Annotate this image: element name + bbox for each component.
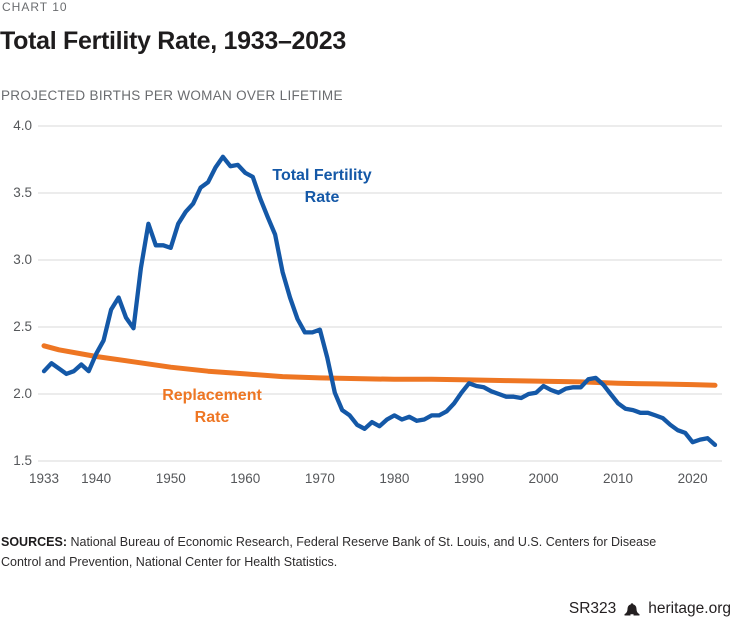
site-name: heritage.org: [648, 600, 731, 617]
x-axis-tick-label: 2020: [677, 471, 708, 486]
x-axis-tick-label: 1960: [230, 471, 261, 486]
chart-kicker: CHART 10: [2, 0, 68, 14]
y-axis-tick-label: 3.0: [13, 252, 32, 267]
y-axis-tick-label: 2.5: [13, 319, 32, 334]
y-axis-tick-label: 3.5: [13, 185, 32, 200]
replacement-rate-line: [41, 343, 718, 388]
x-axis-tick-label: 1990: [453, 471, 484, 486]
y-axis-tick-label: 4.0: [13, 118, 32, 133]
chart-title: Total Fertility Rate, 1933–2023: [0, 27, 346, 55]
x-axis-tick-label: 1933: [28, 471, 60, 486]
sources-note: SOURCES: National Bureau of Economic Res…: [1, 532, 711, 572]
replacement-series-label: Replacement Rate: [162, 387, 262, 426]
x-axis-tick-label: 2010: [603, 471, 634, 486]
x-axis-tick-label: 1970: [304, 471, 335, 486]
total-fertility-rate-line: [41, 154, 718, 448]
report-id: SR323: [568, 600, 617, 617]
y-axis-tick-label: 1.5: [13, 453, 32, 468]
sources-text: National Bureau of Economic Research, Fe…: [1, 535, 657, 569]
x-axis-tick-label: 2000: [528, 471, 559, 486]
x-axis-tick-label: 1980: [379, 471, 410, 486]
x-axis-tick-label: 1940: [81, 471, 112, 486]
y-axis-tick-label: 2.0: [13, 386, 32, 401]
report-footer: SR323 heritage.org: [569, 600, 731, 618]
sources-label: SOURCES:: [1, 535, 67, 549]
liberty-bell-icon: [624, 602, 640, 615]
x-axis-tick-label: 1950: [155, 471, 186, 486]
tfr-series-label: Total Fertility Rate: [272, 167, 372, 206]
chart-subtitle: PROJECTED BIRTHS PER WOMAN OVER LIFETIME: [1, 88, 343, 103]
